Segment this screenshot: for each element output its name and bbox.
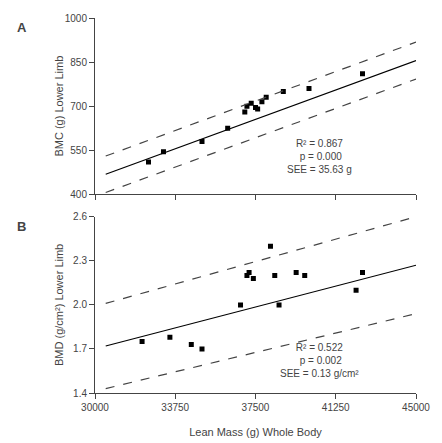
svg-text:700: 700	[70, 101, 87, 112]
svg-text:30000: 30000	[81, 402, 109, 413]
svg-text:1000: 1000	[65, 13, 88, 24]
svg-text:R² = 0.867 p = 0.000SEE = 35.6: R² = 0.867 p = 0.000SEE = 35.63 g	[287, 138, 352, 175]
svg-text:1.4: 1.4	[73, 388, 87, 399]
svg-text:400: 400	[70, 189, 87, 200]
svg-text:2.6: 2.6	[73, 211, 87, 222]
svg-text:2.3: 2.3	[73, 255, 87, 266]
svg-text:2.0: 2.0	[73, 299, 87, 310]
svg-text:33750: 33750	[161, 402, 189, 413]
svg-text:45000: 45000	[402, 402, 430, 413]
svg-text:R² = 0.522 p = 0.002SEE = 0.13: R² = 0.522 p = 0.002SEE = 0.13 g/cm²	[280, 342, 359, 379]
svg-text:37500: 37500	[242, 402, 270, 413]
svg-text:A: A	[17, 20, 27, 35]
svg-text:550: 550	[70, 145, 87, 156]
svg-text:Lean Mass (g) Whole Body: Lean Mass (g) Whole Body	[189, 426, 322, 438]
svg-text:850: 850	[70, 57, 87, 68]
svg-text:41250: 41250	[322, 402, 350, 413]
svg-text:1.7: 1.7	[73, 343, 87, 354]
svg-text:B: B	[17, 219, 26, 234]
svg-text:BMC (g) Lower Limb: BMC (g) Lower Limb	[53, 56, 65, 157]
svg-text:BMD (g/cm²) Lower Limb: BMD (g/cm²) Lower Limb	[53, 244, 65, 366]
